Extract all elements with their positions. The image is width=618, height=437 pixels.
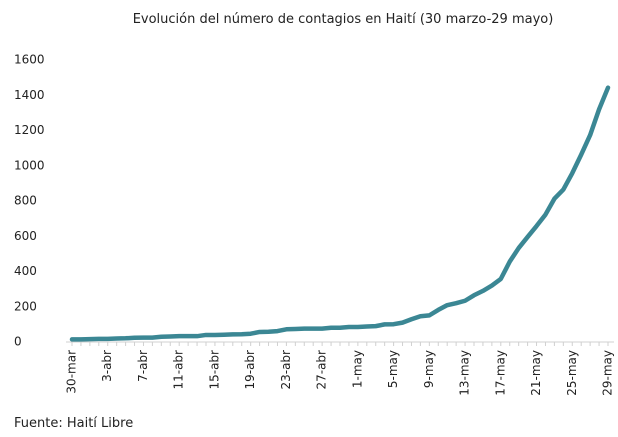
x-tick-label: 17-may — [493, 350, 507, 396]
y-tick-label: 1400 — [14, 88, 45, 102]
y-tick-label: 400 — [14, 264, 37, 278]
x-tick-label: 7-abr — [136, 350, 150, 382]
x-tick-label: 29-may — [601, 350, 615, 396]
x-tick-label: 30-mar — [65, 350, 79, 394]
x-tick-label: 9-may — [422, 350, 436, 388]
x-tick-label: 3-abr — [100, 350, 114, 382]
x-tick-label: 23-abr — [279, 350, 293, 390]
data-line — [69, 85, 611, 342]
y-tick-label: 800 — [14, 194, 37, 208]
y-tick-label: 200 — [14, 299, 37, 313]
y-tick-label: 600 — [14, 229, 37, 243]
x-tick-label: 15-abr — [207, 350, 221, 390]
x-tick-label: 25-may — [565, 350, 579, 396]
source: Fuente: Haití Libre — [14, 416, 134, 431]
x-tick-label: 13-may — [458, 350, 472, 396]
x-tick-label: 19-abr — [243, 350, 257, 390]
x-tick-label: 21-may — [529, 350, 543, 396]
y-tick-label: 1200 — [14, 123, 45, 137]
y-tick-label: 0 — [14, 335, 22, 349]
x-tick-label: 27-abr — [315, 350, 329, 390]
x-tick-label: 1-may — [350, 350, 364, 388]
y-tick-label: 1000 — [14, 158, 45, 172]
x-tick-label: 11-abr — [172, 350, 186, 390]
y-tick-label: 1600 — [14, 53, 45, 67]
chart-title: Evolución del número de contagios en Hai… — [132, 12, 554, 27]
x-tick-label: 5-may — [386, 350, 400, 388]
